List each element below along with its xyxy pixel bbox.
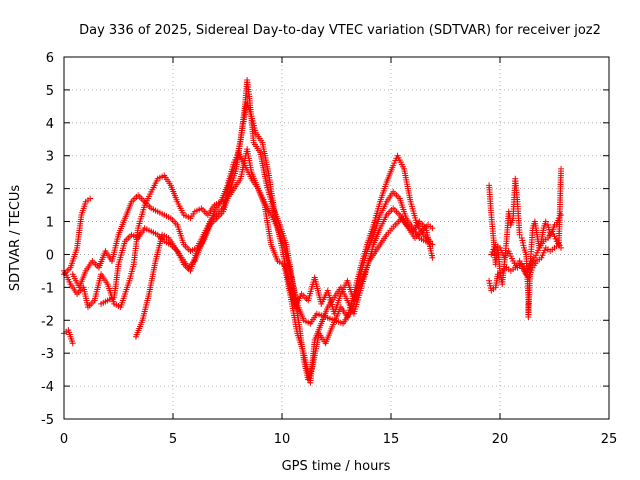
y-tick-label: 2 bbox=[46, 183, 54, 198]
chart-title: Day 336 of 2025, Sidereal Day-to-day VTE… bbox=[79, 23, 601, 38]
data-point bbox=[429, 225, 436, 232]
data-point bbox=[542, 218, 549, 225]
x-axis-label: GPS time / hours bbox=[282, 459, 391, 474]
data-point bbox=[547, 231, 554, 238]
y-axis-label: SDTVAR / TECUs bbox=[8, 185, 23, 292]
y-tick-label: 0 bbox=[46, 248, 54, 263]
x-tick-label: 5 bbox=[169, 432, 177, 447]
x-tick-label: 15 bbox=[383, 432, 400, 447]
y-tick-label: -3 bbox=[41, 347, 54, 362]
y-tick-label: 4 bbox=[46, 117, 54, 132]
y-tick-label: 1 bbox=[46, 216, 54, 231]
data-point bbox=[558, 165, 565, 172]
x-tick-label: 20 bbox=[492, 432, 509, 447]
y-tick-label: 5 bbox=[46, 84, 54, 99]
x-tick-labels: 0 5 10 15 20 25 bbox=[60, 432, 617, 447]
data-point bbox=[87, 195, 94, 202]
data-marks bbox=[61, 77, 565, 386]
x-tick-label: 10 bbox=[274, 432, 291, 447]
data-point bbox=[429, 254, 436, 261]
y-tick-label: -5 bbox=[41, 413, 54, 428]
data-point bbox=[558, 244, 565, 251]
grid bbox=[64, 57, 609, 419]
y-tick-label: -4 bbox=[41, 380, 54, 395]
y-tick-label: 6 bbox=[46, 51, 54, 66]
data-point bbox=[69, 340, 76, 347]
y-tick-label: -1 bbox=[41, 281, 54, 296]
x-tick-label: 25 bbox=[601, 432, 618, 447]
x-tick-label: 0 bbox=[60, 432, 68, 447]
data-point bbox=[516, 231, 523, 238]
y-tick-label: -2 bbox=[41, 314, 54, 329]
y-tick-label: 3 bbox=[46, 150, 54, 165]
y-tick-labels: -5 -4 -3 -2 -1 0 1 2 3 4 5 6 bbox=[41, 51, 54, 428]
axis-ticks bbox=[63, 56, 610, 420]
plot-frame bbox=[63, 56, 610, 420]
